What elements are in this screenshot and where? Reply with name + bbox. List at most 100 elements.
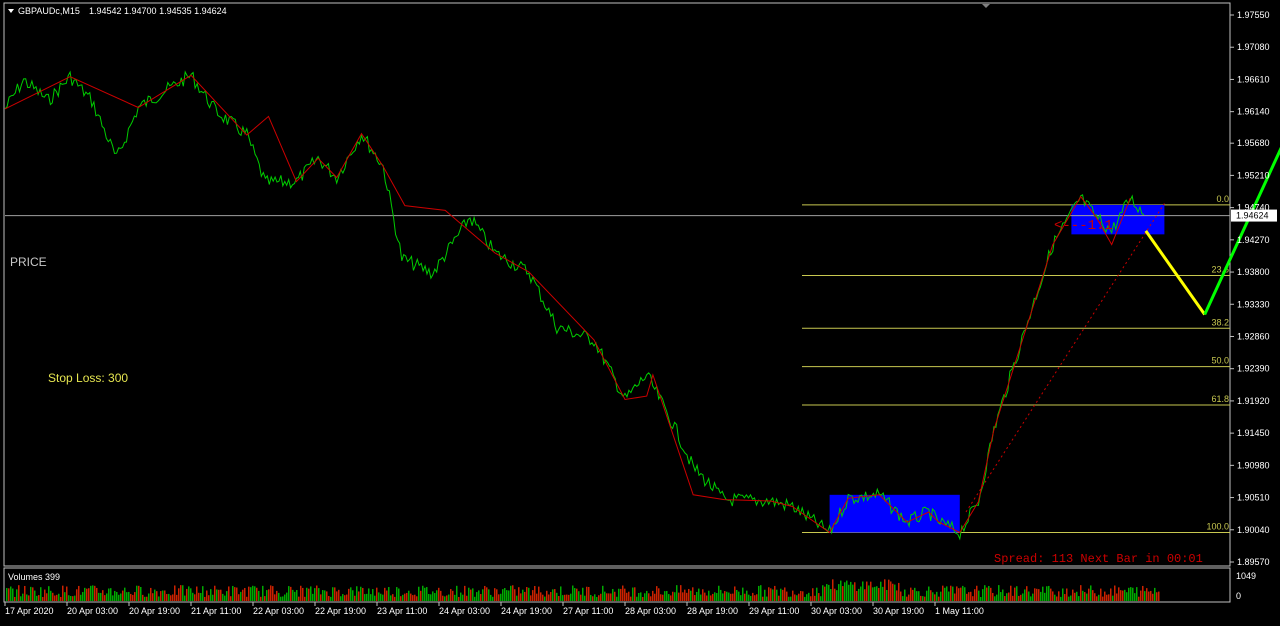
x-tick-label: 28 Apr 03:00 <box>625 606 676 616</box>
current-price-value: 1.94624 <box>1236 211 1269 221</box>
volume-bar <box>62 585 64 601</box>
scroll-marker-icon[interactable] <box>982 4 990 8</box>
price-label: PRICE <box>10 255 47 269</box>
volume-bar <box>16 589 18 601</box>
volume-bar <box>82 592 84 601</box>
trend-dotted-line <box>965 203 1165 513</box>
volume-bar <box>572 585 574 601</box>
volume-bar <box>592 596 594 601</box>
volume-bar <box>102 590 104 601</box>
volume-bar <box>194 594 196 601</box>
volume-bar <box>22 593 24 601</box>
volume-bar <box>368 588 370 601</box>
volume-bar <box>52 592 54 601</box>
volume-bar <box>962 585 964 601</box>
volume-bar <box>1108 594 1110 601</box>
volume-bar <box>826 584 828 601</box>
symbol-label: GBPAUDc,M15 <box>18 6 80 16</box>
volume-bar <box>234 587 236 601</box>
x-tick-label: 28 Apr 19:00 <box>687 606 738 616</box>
volume-bar <box>550 591 552 601</box>
volume-bar <box>654 593 656 601</box>
volume-bar <box>242 589 244 601</box>
volume-bar <box>340 596 342 601</box>
volume-bar <box>918 591 920 601</box>
volume-bar <box>942 585 944 601</box>
volume-bar <box>958 588 960 601</box>
volume-bar <box>1124 589 1126 601</box>
volume-bar <box>1140 590 1142 601</box>
volume-bar <box>1150 590 1152 601</box>
symbol-dropdown-icon[interactable] <box>8 9 14 13</box>
volume-bar <box>960 587 962 601</box>
volume-bar <box>888 579 890 601</box>
volume-bar <box>272 586 274 601</box>
volume-bar <box>1096 596 1098 601</box>
volume-bar <box>520 593 522 601</box>
volume-bar <box>728 592 730 601</box>
volume-bar <box>648 593 650 601</box>
volume-bar <box>666 590 668 601</box>
volume-bar <box>516 595 518 601</box>
volume-bar <box>418 586 420 601</box>
volume-bar <box>1060 596 1062 601</box>
volume-bar <box>212 594 214 601</box>
volume-bar <box>196 586 198 601</box>
volume-bar <box>1016 586 1018 601</box>
volume-bar <box>104 595 106 601</box>
volume-bar <box>566 594 568 601</box>
volume-bar <box>1114 585 1116 601</box>
volume-bar <box>306 587 308 601</box>
volume-bar <box>100 592 102 601</box>
volume-bar <box>544 596 546 601</box>
volume-bar <box>482 589 484 601</box>
volume-bar <box>558 596 560 601</box>
volume-bar <box>988 586 990 601</box>
zone-rect <box>829 494 960 533</box>
time-axis[interactable]: 17 Apr 2020 20 Apr 03:00 20 Apr 19:00 21 Ap… <box>4 602 984 616</box>
volume-bar <box>24 585 26 601</box>
volume-bar <box>350 587 352 601</box>
volume-bar <box>842 586 844 601</box>
volume-bar <box>858 588 860 601</box>
volume-bar <box>408 590 410 601</box>
volume-bar <box>220 589 222 601</box>
volume-bar <box>146 596 148 601</box>
volume-bar <box>112 595 114 601</box>
volume-bar <box>594 594 596 601</box>
volume-bar <box>158 596 160 601</box>
y-tick-label: 1.94270 <box>1237 235 1270 245</box>
volume-bar <box>790 596 792 601</box>
volume-bar <box>730 593 732 601</box>
volume-bar <box>986 587 988 601</box>
fib-level-label: 50.0 <box>1211 356 1229 366</box>
volume-bar <box>122 590 124 601</box>
volume-bar <box>1014 587 1016 601</box>
volume-bar <box>430 594 432 601</box>
volume-bar <box>532 590 534 601</box>
volume-bar <box>366 593 368 601</box>
volume-bar <box>992 592 994 601</box>
volume-bar <box>438 587 440 601</box>
volume-bar <box>356 586 358 601</box>
volume-bar <box>492 596 494 601</box>
volume-bar <box>1126 592 1128 601</box>
volume-bar <box>410 593 412 601</box>
volume-bar <box>840 580 842 601</box>
volume-bar <box>426 587 428 601</box>
price-axis[interactable]: 1.97550 1.97080 1.96610 1.96140 1.95680 1.952… <box>1230 10 1270 567</box>
x-tick-label: 24 Apr 03:00 <box>439 606 490 616</box>
volume-bar <box>610 593 612 601</box>
volume-bar <box>202 586 204 601</box>
volume-bar <box>822 585 824 601</box>
volume-bar <box>720 589 722 601</box>
y-tick-label: 1.90980 <box>1237 460 1270 470</box>
volume-bar <box>290 586 292 601</box>
y-tick-label: 1.93800 <box>1237 267 1270 277</box>
volume-bar <box>300 585 302 601</box>
volume-bar <box>182 585 184 601</box>
volume-bar <box>110 588 112 601</box>
volume-bar <box>738 591 740 601</box>
volume-bar <box>1020 594 1022 601</box>
